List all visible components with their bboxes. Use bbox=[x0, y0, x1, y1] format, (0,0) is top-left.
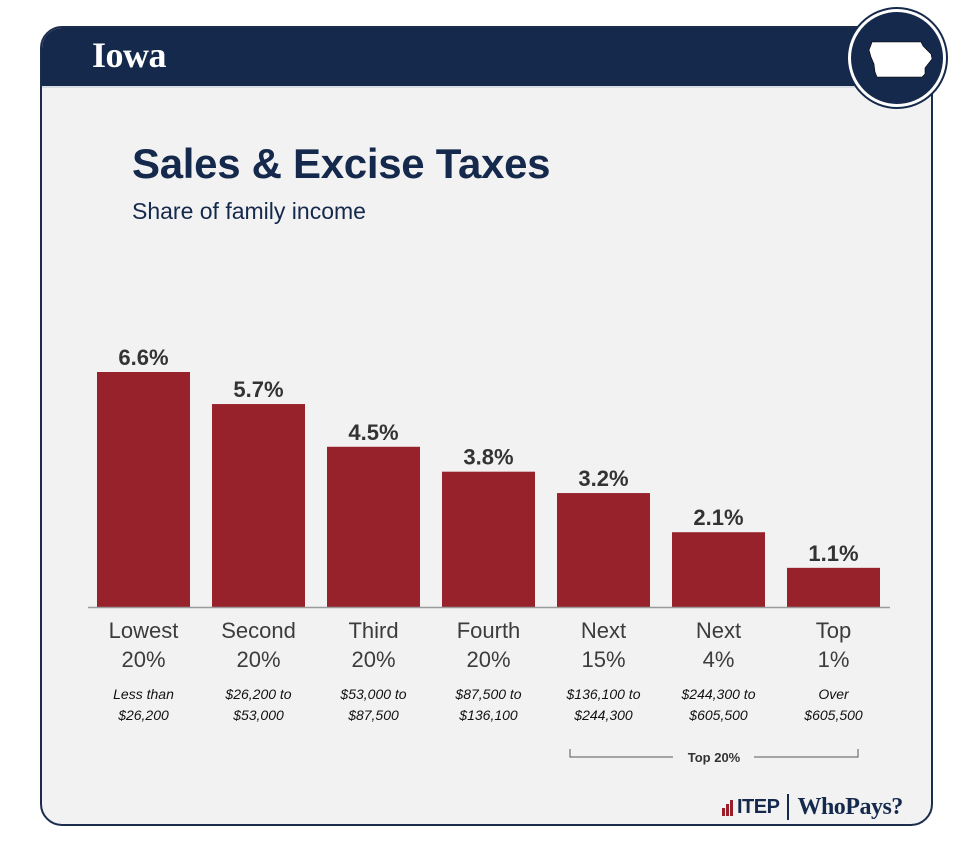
tick-label: Next bbox=[696, 618, 741, 643]
bar bbox=[672, 532, 765, 607]
income-range-label: $87,500 bbox=[347, 707, 399, 723]
bar bbox=[787, 567, 880, 607]
bar bbox=[442, 471, 535, 607]
income-range-label: $26,200 to bbox=[224, 686, 291, 702]
tick-label: Top bbox=[816, 618, 851, 643]
data-label: 3.8% bbox=[463, 445, 513, 470]
income-range-label: $136,100 to bbox=[566, 686, 641, 702]
header-band bbox=[42, 28, 931, 86]
tick-label: 20% bbox=[466, 647, 510, 672]
data-label: 4.5% bbox=[348, 420, 398, 445]
tick-label: Fourth bbox=[457, 618, 521, 643]
tick-label: 15% bbox=[581, 647, 625, 672]
tick-label: 20% bbox=[351, 647, 395, 672]
bar bbox=[327, 446, 420, 607]
data-label: 6.6% bbox=[118, 345, 168, 370]
income-range-label: $53,000 bbox=[232, 707, 284, 723]
chart-title: Sales & Excise Taxes bbox=[132, 140, 551, 187]
tick-label: 4% bbox=[703, 647, 735, 672]
data-label: 2.1% bbox=[693, 505, 743, 530]
income-range-label: $87,500 to bbox=[454, 686, 521, 702]
top-20-bracket bbox=[569, 749, 859, 758]
bar bbox=[212, 404, 305, 607]
whopays-logo-text: WhoPays? bbox=[797, 793, 903, 820]
state-badge bbox=[851, 12, 943, 104]
bracket-label: Top 20% bbox=[688, 750, 741, 765]
income-range-label: $605,500 bbox=[688, 707, 748, 723]
bar bbox=[97, 372, 190, 607]
income-range-label: $605,500 bbox=[803, 707, 863, 723]
chart-subtitle: Share of family income bbox=[132, 198, 366, 224]
data-label: 3.2% bbox=[578, 466, 628, 491]
itep-whopays-logo: ITEP WhoPays? bbox=[722, 790, 903, 824]
tick-label: Second bbox=[221, 618, 296, 643]
tick-label: Third bbox=[348, 618, 398, 643]
income-range-label: $244,300 bbox=[573, 707, 633, 723]
tick-label: Lowest bbox=[109, 618, 179, 643]
bar bbox=[557, 493, 650, 607]
income-range-label: $26,200 bbox=[117, 707, 169, 723]
tick-label: 20% bbox=[236, 647, 280, 672]
tick-label: Next bbox=[581, 618, 626, 643]
income-range-label: $244,300 to bbox=[681, 686, 756, 702]
state-name: Iowa bbox=[92, 35, 167, 75]
iowa-state-icon bbox=[868, 41, 933, 78]
logo-divider bbox=[787, 794, 790, 820]
income-range-label: $53,000 to bbox=[339, 686, 406, 702]
data-label: 5.7% bbox=[233, 377, 283, 402]
tick-label: 1% bbox=[818, 647, 850, 672]
income-range-label: Over bbox=[818, 686, 850, 702]
itep-bars-icon bbox=[722, 798, 734, 816]
data-label: 1.1% bbox=[808, 541, 858, 566]
income-range-label: $136,100 bbox=[458, 707, 518, 723]
itep-logo-text: ITEP bbox=[737, 795, 780, 818]
income-range-label: Less than bbox=[113, 686, 174, 702]
header-divider bbox=[42, 86, 931, 88]
tick-label: 20% bbox=[121, 647, 165, 672]
